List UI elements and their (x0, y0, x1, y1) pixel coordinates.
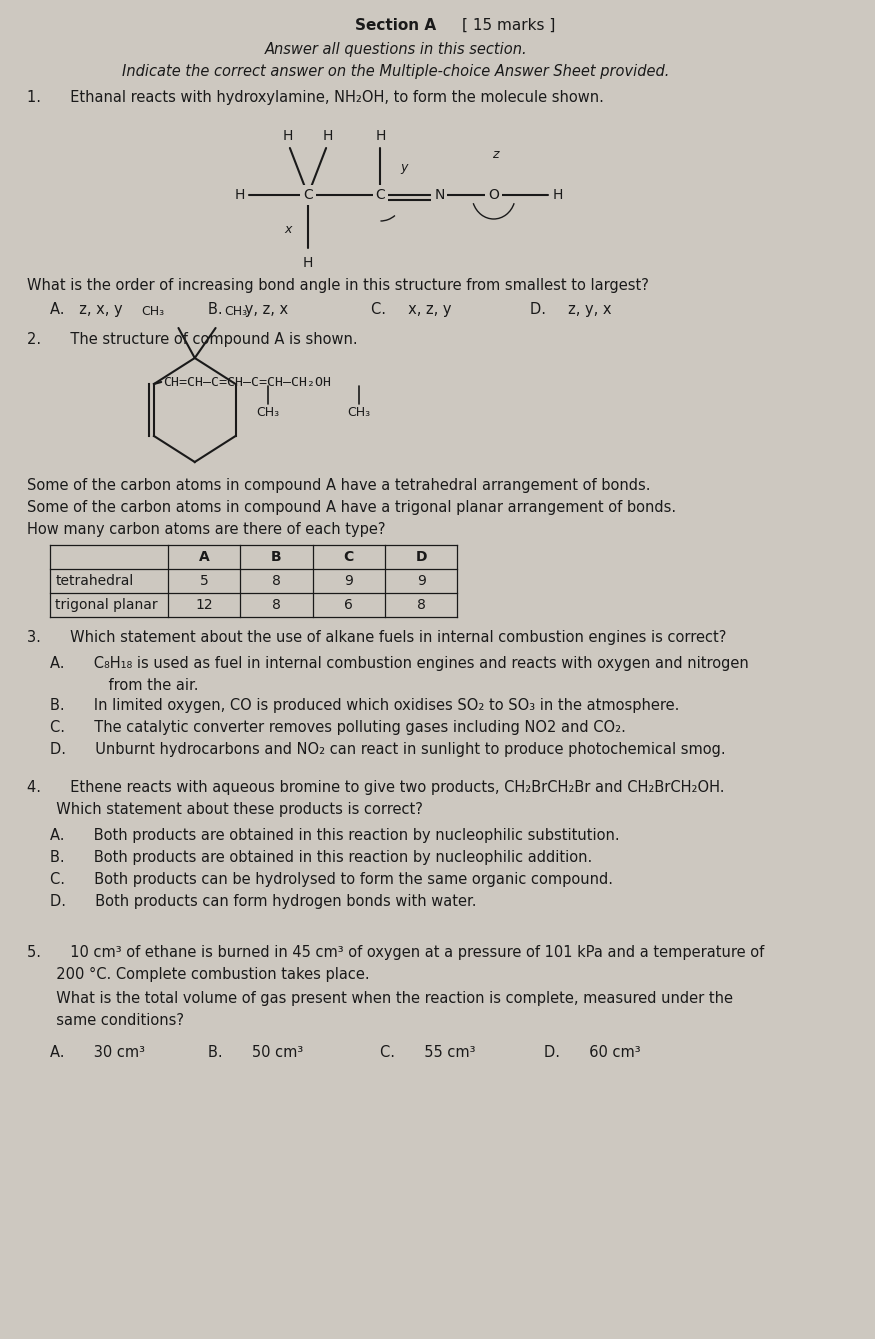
Text: A.  30 cm³: A. 30 cm³ (50, 1044, 145, 1060)
Text: CH₃: CH₃ (225, 305, 248, 317)
Text: A: A (199, 550, 209, 564)
Text: same conditions?: same conditions? (27, 1014, 184, 1028)
Text: CH₃: CH₃ (256, 406, 280, 419)
Text: O: O (488, 187, 499, 202)
Text: 5.  10 cm³ of ethane is burned in 45 cm³ of oxygen at a pressure of 101 kPa and : 5. 10 cm³ of ethane is burned in 45 cm³ … (27, 945, 765, 960)
Text: D: D (416, 550, 427, 564)
Text: Indicate the correct answer on the Multiple-choice Answer Sheet provided.: Indicate the correct answer on the Multi… (123, 64, 669, 79)
Text: C.  55 cm³: C. 55 cm³ (381, 1044, 476, 1060)
Text: D.   z, y, x: D. z, y, x (530, 303, 612, 317)
Text: 6: 6 (345, 599, 354, 612)
Text: A.  z, x, y: A. z, x, y (50, 303, 123, 317)
Text: A.  C₈H₁₈ is used as fuel in internal combustion engines and reacts with oxygen : A. C₈H₁₈ is used as fuel in internal com… (50, 656, 749, 671)
Text: Some of the carbon atoms in compound A have a trigonal planar arrangement of bon: Some of the carbon atoms in compound A h… (27, 499, 676, 516)
Text: x: x (284, 224, 291, 236)
Text: [ 15 marks ]: [ 15 marks ] (462, 17, 556, 33)
Text: 8: 8 (272, 599, 281, 612)
Text: Which statement about these products is correct?: Which statement about these products is … (27, 802, 423, 817)
Text: C.  Both products can be hydrolysed to form the same organic compound.: C. Both products can be hydrolysed to fo… (50, 872, 612, 886)
Text: y: y (401, 161, 408, 174)
Text: 1.  Ethanal reacts with hydroxylamine, NH₂OH, to form the molecule shown.: 1. Ethanal reacts with hydroxylamine, NH… (27, 90, 604, 104)
Text: N: N (434, 187, 444, 202)
Text: tetrahedral: tetrahedral (55, 574, 134, 588)
Text: CH=CH–C=CH–C=CH–CH₂OH: CH=CH–C=CH–C=CH–CH₂OH (163, 375, 331, 388)
Text: 5: 5 (200, 574, 208, 588)
Text: trigonal planar: trigonal planar (55, 599, 158, 612)
Text: H: H (303, 256, 313, 270)
Text: H: H (283, 129, 293, 143)
Text: A.  Both products are obtained in this reaction by nucleophilic substitution.: A. Both products are obtained in this re… (50, 828, 619, 844)
Text: What is the total volume of gas present when the reaction is complete, measured : What is the total volume of gas present … (27, 991, 733, 1006)
Text: 8: 8 (272, 574, 281, 588)
Text: 4.  Ethene reacts with aqueous bromine to give two products, CH₂BrCH₂Br and CH₂B: 4. Ethene reacts with aqueous bromine to… (27, 781, 724, 795)
Text: Some of the carbon atoms in compound A have a tetrahedral arrangement of bonds.: Some of the carbon atoms in compound A h… (27, 478, 651, 493)
Text: 200 °C. Complete combustion takes place.: 200 °C. Complete combustion takes place. (27, 967, 370, 981)
Text: Section A: Section A (355, 17, 437, 33)
Text: CH₃: CH₃ (142, 305, 164, 317)
Text: z: z (493, 149, 499, 161)
Text: D.  60 cm³: D. 60 cm³ (543, 1044, 640, 1060)
Text: H: H (323, 129, 333, 143)
Text: C: C (344, 550, 354, 564)
Text: B.  50 cm³: B. 50 cm³ (208, 1044, 304, 1060)
Text: D.  Both products can form hydrogen bonds with water.: D. Both products can form hydrogen bonds… (50, 894, 476, 909)
Text: C: C (303, 187, 313, 202)
Text: C: C (375, 187, 385, 202)
Text: How many carbon atoms are there of each type?: How many carbon atoms are there of each … (27, 522, 386, 537)
Text: 9: 9 (416, 574, 425, 588)
Text: B.  In limited oxygen, CO is produced which oxidises SO₂ to SO₃ in the atmospher: B. In limited oxygen, CO is produced whi… (50, 698, 679, 712)
Text: H: H (375, 129, 386, 143)
Text: 3.  Which statement about the use of alkane fuels in internal combustion engines: 3. Which statement about the use of alka… (27, 631, 726, 645)
Text: from the air.: from the air. (50, 678, 199, 694)
Text: H: H (553, 187, 563, 202)
Text: 9: 9 (345, 574, 354, 588)
Text: Answer all questions in this section.: Answer all questions in this section. (264, 42, 527, 58)
Text: H: H (234, 187, 245, 202)
Text: D.  Unburnt hydrocarbons and NO₂ can react in sunlight to produce photochemical : D. Unburnt hydrocarbons and NO₂ can reac… (50, 742, 725, 757)
Text: C.  The catalytic converter removes polluting gases including NO2 and CO₂.: C. The catalytic converter removes pollu… (50, 720, 626, 735)
Text: B: B (271, 550, 282, 564)
Text: 2.  The structure of compound A is shown.: 2. The structure of compound A is shown. (27, 332, 358, 347)
Text: What is the order of increasing bond angle in this structure from smallest to la: What is the order of increasing bond ang… (27, 279, 649, 293)
Text: 12: 12 (195, 599, 213, 612)
Text: 8: 8 (416, 599, 425, 612)
Text: B.  Both products are obtained in this reaction by nucleophilic addition.: B. Both products are obtained in this re… (50, 850, 592, 865)
Text: CH₃: CH₃ (347, 406, 370, 419)
Text: C.   x, z, y: C. x, z, y (371, 303, 452, 317)
Text: B.   y, z, x: B. y, z, x (208, 303, 289, 317)
